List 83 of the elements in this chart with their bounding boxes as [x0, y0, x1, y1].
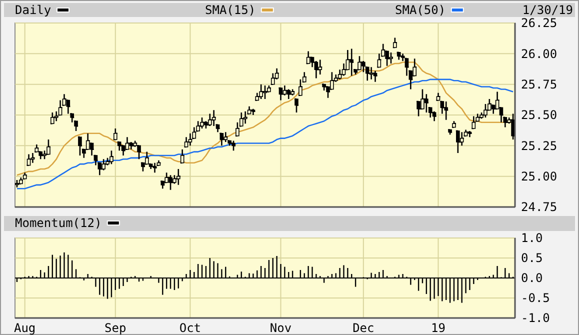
candlestick — [102, 158, 106, 171]
line-series — [16, 78, 514, 190]
candlestick — [38, 151, 42, 160]
candlestick — [282, 84, 287, 96]
candlestick — [420, 88, 424, 110]
candlestick — [350, 48, 354, 76]
candlestick — [200, 116, 204, 130]
candlestick — [239, 112, 244, 127]
y-tick-label: 25.25 — [521, 138, 558, 153]
candlestick — [164, 172, 168, 184]
y-tick-label: 0.0 — [521, 271, 543, 286]
legend-label: SMA(15) — [205, 3, 256, 17]
y-tick-label: 25.00 — [521, 170, 558, 184]
candlestick — [412, 58, 417, 76]
candlestick — [152, 162, 158, 174]
candlestick — [396, 52, 401, 60]
candlestick — [436, 92, 440, 101]
candlestick — [180, 148, 184, 164]
y-tick-label: 26.00 — [521, 46, 558, 61]
candlestick — [224, 132, 228, 143]
candlestick — [298, 78, 302, 96]
candlestick — [330, 71, 334, 90]
y-tick-label: 24.75 — [521, 200, 558, 214]
x-tick-label: Sep — [104, 321, 126, 335]
candlestick — [50, 112, 54, 124]
candlestick — [242, 110, 248, 124]
candlestick — [467, 130, 472, 138]
legend-label: Momentum(12) — [15, 216, 102, 230]
candlestick — [432, 110, 436, 122]
candlestick — [46, 138, 50, 155]
candlestick — [306, 50, 310, 64]
candlestick — [385, 50, 389, 67]
candlestick — [393, 37, 397, 48]
candlestick — [220, 132, 224, 146]
candlestick — [270, 72, 275, 85]
candlestick — [290, 88, 296, 96]
candlestick — [160, 180, 165, 190]
legend-label: SMA(50) — [395, 3, 446, 17]
candlestick — [484, 103, 488, 118]
candlestick — [78, 136, 82, 156]
text: 1/30/19 — [522, 3, 573, 17]
y-tick-label: -1.0 — [521, 311, 550, 326]
candlestick — [318, 59, 322, 76]
candlestick — [18, 176, 24, 184]
y-tick-label: -0.5 — [521, 291, 550, 306]
candlestick — [424, 93, 428, 114]
candlestick — [314, 60, 318, 79]
candlestick — [137, 145, 141, 160]
candlestick — [232, 140, 236, 152]
candlestick — [388, 52, 394, 64]
x-tick-label: Dec — [352, 321, 374, 335]
candlestick — [262, 84, 268, 100]
y-tick-label: 1.0 — [521, 231, 543, 246]
candlestick — [176, 168, 180, 186]
candlestick — [451, 120, 457, 128]
candlestick — [358, 55, 362, 70]
candlestick — [236, 122, 240, 137]
candlestick — [54, 110, 59, 122]
candlestick — [278, 87, 283, 101]
x-tick-label: Nov — [270, 321, 292, 335]
candlestick — [286, 88, 291, 100]
candlestick — [129, 141, 134, 150]
candlestick — [208, 113, 212, 127]
y-tick-label: 25.50 — [521, 108, 558, 122]
candlestick — [259, 84, 263, 100]
y-tick-label: 0.5 — [521, 251, 543, 266]
y-tick-label: 26.25 — [521, 16, 558, 30]
candlestick — [302, 71, 306, 83]
candlestick — [472, 116, 476, 130]
candlestick — [250, 108, 256, 116]
x-tick-label: Oct — [179, 321, 202, 335]
candlestick — [110, 150, 114, 165]
candlestick — [460, 132, 464, 146]
candlestick — [144, 151, 149, 165]
y-tick-label: 25.75 — [521, 78, 558, 92]
candlestick — [113, 128, 118, 140]
candlestick — [184, 136, 188, 148]
candlestick — [117, 141, 122, 152]
x-tick-label: Aug — [14, 321, 36, 335]
candlestick — [447, 129, 453, 136]
candlestick — [30, 152, 36, 164]
legend-label: Daily — [15, 3, 52, 17]
x-tick-label: 19 — [431, 321, 446, 335]
